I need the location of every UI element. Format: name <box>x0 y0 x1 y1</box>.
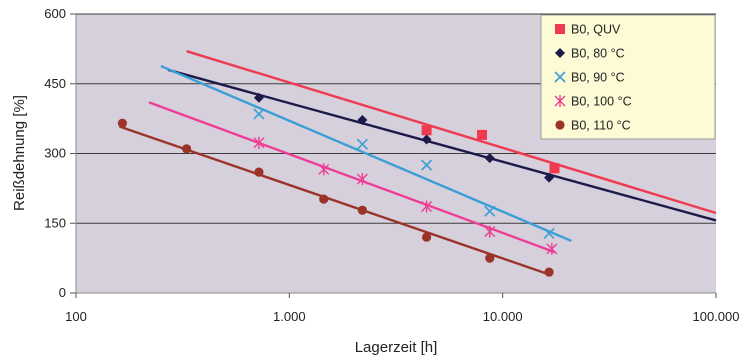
y-tick-label: 0 <box>59 285 66 300</box>
legend-label: B0, 80 °C <box>571 47 625 61</box>
legend: B0, QUV B0, 80 °C B0, 90 °C B0, 100 °C B0, 1… <box>540 14 716 140</box>
legend-marker <box>555 120 565 130</box>
trend-line <box>119 125 553 277</box>
data-point <box>484 205 496 217</box>
y-axis-ticks: 0 150 300 450 600 <box>44 6 77 300</box>
data-point <box>476 129 487 140</box>
x-tick-label: 10.000 <box>483 309 523 324</box>
data-point <box>421 159 433 171</box>
marker-stroke <box>421 159 433 171</box>
legend-label: B0, 100 °C <box>571 95 632 109</box>
legend-marker <box>555 48 565 58</box>
data-point <box>421 125 432 136</box>
legend-marker <box>554 71 566 83</box>
data-point <box>253 92 264 103</box>
y-tick-label: 450 <box>44 76 66 91</box>
trend-line <box>148 101 555 254</box>
data-point <box>544 267 554 277</box>
data-markers <box>117 92 560 277</box>
data-point <box>357 115 368 126</box>
marker-stroke <box>356 138 368 150</box>
data-point <box>549 163 560 174</box>
legend-label: B0, QUV <box>571 23 621 37</box>
data-point <box>318 163 330 176</box>
legend-label: B0, 110 °C <box>571 119 631 133</box>
data-point <box>484 225 496 238</box>
trend-line <box>186 50 717 215</box>
x-tick-label: 100 <box>65 309 87 324</box>
data-point <box>254 167 264 177</box>
x-axis-ticks: 100 1.000 10.000 100.000 <box>65 292 740 324</box>
data-point <box>484 153 495 164</box>
x-axis-title: Lagerzeit [h] <box>355 339 438 356</box>
y-tick-label: 150 <box>44 215 66 230</box>
marker-stroke <box>543 227 555 240</box>
data-point <box>485 253 495 263</box>
y-tick-label: 600 <box>44 6 66 21</box>
data-point <box>253 136 265 149</box>
data-point <box>356 138 368 150</box>
marker-stroke <box>554 71 566 83</box>
trend-lines <box>119 50 717 277</box>
data-point <box>253 108 265 120</box>
data-point <box>319 194 329 204</box>
data-point <box>356 173 368 186</box>
data-point <box>546 242 558 255</box>
data-point <box>182 144 192 154</box>
legend-box <box>540 14 716 140</box>
x-tick-label: 1.000 <box>273 309 306 324</box>
data-point <box>544 172 555 183</box>
data-point <box>422 232 432 242</box>
trend-line <box>160 64 572 243</box>
marker-stroke <box>484 205 496 217</box>
legend-marker <box>554 95 566 107</box>
data-point <box>543 227 555 240</box>
legend-marker <box>555 24 565 34</box>
marker-stroke <box>253 108 265 120</box>
data-point <box>357 205 367 215</box>
data-point <box>421 134 432 145</box>
data-point <box>421 200 433 213</box>
y-axis-title: Reißdehnung [%] <box>11 95 28 211</box>
x-tick-label: 100.000 <box>693 309 740 324</box>
data-point <box>117 118 127 128</box>
legend-label: B0, 90 °C <box>571 71 625 85</box>
y-tick-label: 300 <box>44 146 66 161</box>
